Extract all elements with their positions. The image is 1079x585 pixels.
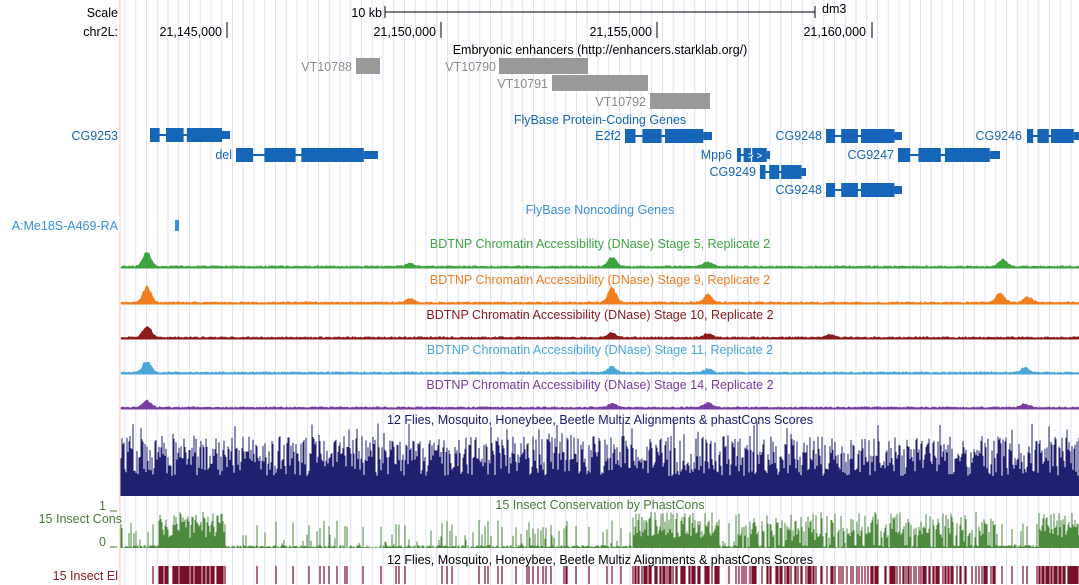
position-label: 21,155,000 (589, 25, 652, 39)
gene-exon (860, 183, 895, 197)
enhancer-label: VT10788 (301, 60, 352, 74)
gene-exon (625, 129, 636, 143)
enhancer-box (650, 93, 710, 109)
gene-exon (781, 165, 802, 179)
gene-utr (1073, 132, 1079, 140)
signal-wiggle (120, 251, 1079, 269)
gene-exon (166, 128, 184, 142)
gene-exon (826, 183, 836, 197)
gene-label: CG9248 (775, 183, 822, 197)
gene-label: CG9249 (709, 165, 756, 179)
track-title: BDTNP Chromatin Accessibility (DNase) St… (426, 308, 773, 322)
position-label: 21,150,000 (373, 25, 436, 39)
gene-exon (898, 148, 911, 162)
gene-label: CG9247 (847, 148, 894, 162)
gene-exon (1037, 129, 1049, 143)
axis-label: 1 (99, 499, 106, 513)
gene-exon (918, 148, 941, 162)
track-title: BDTNP Chromatin Accessibility (DNase) St… (426, 378, 773, 392)
gene-label: CG9248 (775, 129, 822, 143)
gene-exon (944, 148, 990, 162)
side-label: 15 Insect Cons (39, 512, 122, 526)
gene-exon (186, 128, 222, 142)
enhancer-box (552, 75, 648, 91)
track-title: 12 Flies, Mosquito, Honeybee, Beetle Mul… (387, 553, 813, 567)
enhancer-label: VT10791 (497, 77, 548, 91)
assembly: dm3 (822, 2, 846, 16)
gene-utr (989, 151, 1000, 159)
gene-exon (760, 165, 766, 179)
gene-exon (769, 165, 780, 179)
gene-exon (150, 128, 160, 142)
position-label: 21,160,000 (803, 25, 866, 39)
track-title: Embryonic enhancers (http://enhancers.st… (453, 43, 748, 57)
conserved-elements (152, 566, 1079, 584)
enhancer-box (356, 58, 380, 74)
gene-exon (737, 148, 741, 162)
gene-exon (642, 129, 662, 143)
gene-utr (894, 132, 902, 140)
track-title: 15 Insect Conservation by PhastCons (495, 498, 704, 512)
gene-utr (801, 168, 806, 176)
scale-label: Scale (87, 6, 118, 20)
gene-exon (752, 148, 767, 162)
gene-exon (860, 129, 895, 143)
position-label: 21,145,000 (159, 25, 222, 39)
track-title: BDTNP Chromatin Accessibility (DNase) St… (427, 343, 773, 357)
enhancer-label: VT10790 (445, 60, 496, 74)
signal-wiggle (120, 325, 1079, 340)
gene-label: E2f2 (595, 129, 621, 143)
tracks: 21,145,000 21,150,000 21,155,000 21,160,000… (12, 22, 1079, 584)
gene-exon (665, 129, 704, 143)
track-title: FlyBase Protein-Coding Genes (514, 113, 686, 127)
gene-side-label: CG9253 (71, 129, 118, 143)
gene-exon (264, 148, 296, 162)
gene-exon (841, 183, 858, 197)
gene-utr (894, 186, 902, 194)
track-title: BDTNP Chromatin Accessibility (DNase) St… (430, 237, 770, 251)
track-title: 12 Flies, Mosquito, Honeybee, Beetle Mul… (387, 413, 813, 427)
scale-size: 10 kb (351, 6, 382, 20)
enhancer-label: VT10792 (595, 95, 646, 109)
gene-utr (703, 132, 712, 140)
gene-label: Mpp6 (701, 148, 732, 162)
signal-wiggle (120, 285, 1079, 305)
chrom-label: chr2L: (83, 25, 118, 39)
gene-side-label: A:Me18S-A469-RA (12, 219, 119, 233)
gene-exon (1050, 129, 1074, 143)
gene-exon (1027, 129, 1034, 143)
gene-exon (841, 129, 858, 143)
track-title: BDTNP Chromatin Accessibility (DNase) St… (430, 273, 770, 287)
gene-strand: > > (748, 151, 763, 162)
gene-exon (826, 129, 836, 143)
gene-utr (766, 151, 770, 159)
gene-exon (236, 148, 254, 162)
gene-utr (363, 151, 378, 159)
gene-exon (743, 148, 751, 162)
signal-wiggle (120, 361, 1079, 375)
track-title: FlyBase Noncoding Genes (526, 203, 675, 217)
enhancer-box (499, 58, 588, 74)
gene-label: del (215, 148, 232, 162)
gene-exon (301, 148, 364, 162)
multiz-wiggle (120, 421, 1079, 496)
gene-label: CG9246 (975, 129, 1022, 143)
signal-wiggle (120, 399, 1079, 410)
side-label: 15 Insect El (53, 569, 118, 583)
axis-label: 0 (99, 535, 106, 549)
gene-utr (222, 131, 230, 139)
noncoding-gene (175, 220, 179, 231)
phastcons-wiggle (120, 512, 1079, 548)
scale-bar (384, 6, 816, 18)
